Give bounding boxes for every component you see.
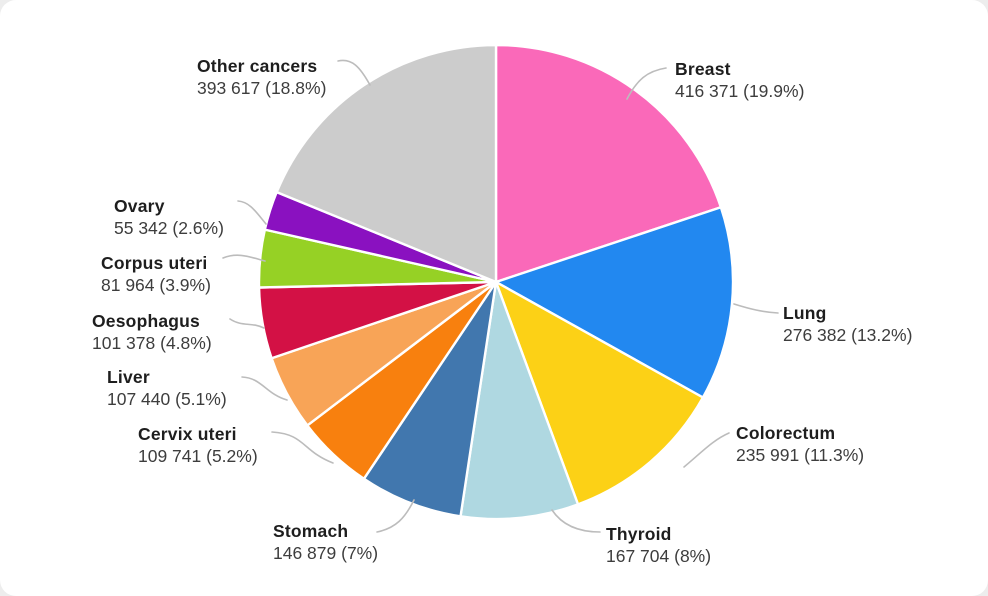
label-cervix-uteri-name: Cervix uteri bbox=[138, 424, 237, 444]
label-corpus-uteri-name: Corpus uteri bbox=[101, 253, 208, 273]
label-ovary-name: Ovary bbox=[114, 196, 165, 216]
label-corpus-uteri: Corpus uteri 81 964 (3.9%) bbox=[101, 252, 211, 296]
leader-line-cervix-uteri bbox=[271, 431, 334, 464]
label-liver-name: Liver bbox=[107, 367, 150, 387]
leader-line-other-cancers bbox=[337, 59, 371, 86]
label-lung-name: Lung bbox=[783, 303, 827, 323]
leader-line-liver bbox=[241, 376, 288, 401]
leader-line-colorectum bbox=[683, 432, 730, 468]
leader-line-lung bbox=[733, 303, 779, 314]
label-cervix-uteri: Cervix uteri 109 741 (5.2%) bbox=[138, 423, 258, 467]
label-breast-name: Breast bbox=[675, 59, 731, 79]
label-breast-value: 416 371 (19.9%) bbox=[675, 81, 805, 101]
label-oesophagus-name: Oesophagus bbox=[92, 311, 200, 331]
label-other-cancers-value: 393 617 (18.8%) bbox=[197, 78, 327, 98]
leader-line-corpus-uteri bbox=[222, 254, 266, 262]
label-lung: Lung 276 382 (13.2%) bbox=[783, 302, 912, 346]
label-liver-value: 107 440 (5.1%) bbox=[107, 389, 227, 409]
leader-line-thyroid bbox=[551, 509, 601, 533]
label-breast: Breast 416 371 (19.9%) bbox=[675, 58, 804, 102]
label-colorectum: Colorectum 235 991 (11.3%) bbox=[736, 422, 864, 466]
pie-slice-breast bbox=[494, 43, 723, 284]
pie-slice-colorectum bbox=[494, 280, 705, 506]
leader-line-stomach bbox=[376, 499, 415, 533]
leader-lines bbox=[222, 59, 779, 533]
label-stomach-name: Stomach bbox=[273, 521, 349, 541]
pie-slice-lung bbox=[494, 206, 735, 399]
label-stomach-value: 146 879 (7%) bbox=[273, 543, 379, 563]
label-stomach: Stomach 146 879 (7%) bbox=[273, 520, 378, 564]
label-oesophagus: Oesophagus 101 378 (4.8%) bbox=[92, 310, 212, 354]
label-thyroid-value: 167 704 (8%) bbox=[606, 546, 712, 566]
label-other-cancers-name: Other cancers bbox=[197, 56, 318, 76]
label-corpus-uteri-value: 81 964 (3.9%) bbox=[101, 275, 211, 295]
label-ovary: Ovary 55 342 (2.6%) bbox=[114, 195, 224, 239]
leader-line-oesophagus bbox=[229, 318, 265, 329]
label-oesophagus-value: 101 378 (4.8%) bbox=[92, 333, 212, 353]
pie-slices bbox=[257, 43, 735, 521]
label-lung-value: 276 382 (13.2%) bbox=[783, 325, 913, 345]
label-thyroid-name: Thyroid bbox=[606, 524, 672, 544]
label-thyroid: Thyroid 167 704 (8%) bbox=[606, 523, 711, 567]
label-colorectum-value: 235 991 (11.3%) bbox=[736, 445, 865, 465]
label-other-cancers: Other cancers 393 617 (18.8%) bbox=[197, 55, 326, 99]
pie-slice-thyroid bbox=[459, 280, 580, 521]
label-liver: Liver 107 440 (5.1%) bbox=[107, 366, 227, 410]
label-cervix-uteri-value: 109 741 (5.2%) bbox=[138, 446, 258, 466]
pie-slice-other-cancers bbox=[275, 43, 498, 284]
leader-line-breast bbox=[626, 67, 667, 100]
label-ovary-value: 55 342 (2.6%) bbox=[114, 218, 224, 238]
pie-slice-stomach bbox=[362, 280, 498, 518]
label-colorectum-name: Colorectum bbox=[736, 423, 836, 443]
leader-line-ovary bbox=[237, 200, 267, 225]
